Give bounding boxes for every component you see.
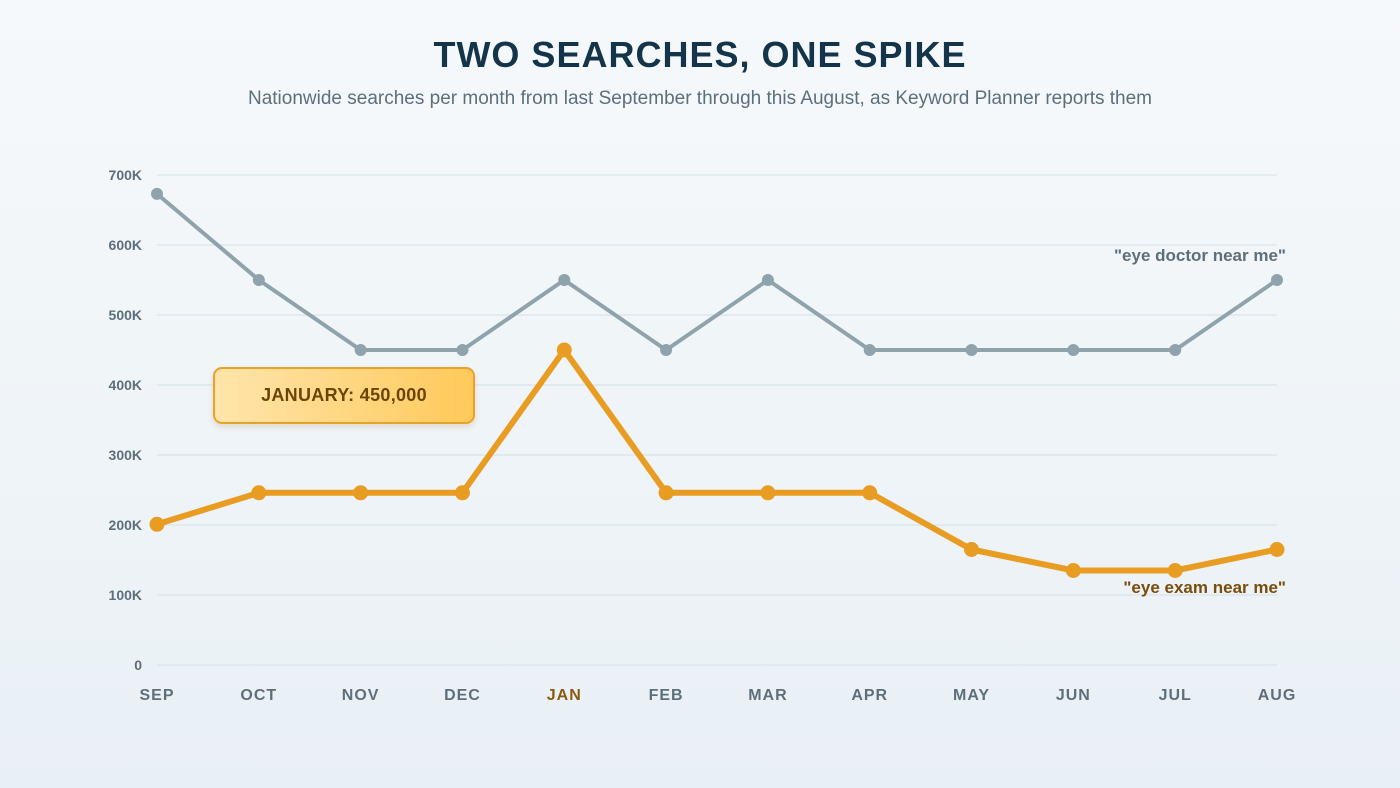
- x-tick-label: MAR: [748, 687, 787, 704]
- data-point: [1067, 344, 1080, 356]
- x-tick-label: APR: [851, 687, 888, 704]
- data-point: [964, 542, 980, 557]
- series-eye-doctor: [151, 187, 1283, 356]
- data-point: [149, 516, 165, 532]
- series-eye-exam: [149, 342, 1285, 578]
- series-lines: [149, 187, 1285, 578]
- x-tick-label: JAN: [547, 687, 582, 704]
- y-tick-label: 100K: [109, 587, 142, 603]
- x-axis-ticks: SEP OCT NOV DEC JAN FEB MAR APR MAY JUN JUL AUG: [139, 687, 1297, 704]
- data-point: [1169, 344, 1182, 356]
- y-tick-label: 300K: [109, 447, 142, 463]
- series-label-eye-doctor: "eye doctor near me": [1114, 246, 1286, 265]
- y-tick-label: 500K: [109, 307, 142, 323]
- data-point: [354, 344, 367, 356]
- data-point: [558, 274, 571, 286]
- data-point: [151, 187, 163, 200]
- data-point: [252, 274, 265, 286]
- y-axis-ticks: 0 100K 200K 300K 400K 500K 600K 700K: [109, 167, 143, 673]
- chart-title: TWO SEARCHES, ONE SPIKE: [433, 34, 967, 75]
- data-point: [965, 344, 978, 356]
- data-point: [760, 485, 776, 501]
- x-tick-label: OCT: [240, 687, 277, 704]
- x-tick-label: NOV: [342, 687, 380, 704]
- data-point: [863, 344, 876, 356]
- x-tick-label: DEC: [444, 687, 481, 704]
- x-tick-label: AUG: [1258, 687, 1297, 704]
- series-line: [155, 191, 1279, 352]
- series-line: [154, 347, 1280, 574]
- data-point: [1167, 563, 1183, 578]
- y-tick-label: 200K: [109, 517, 142, 533]
- chart-subtitle: Nationwide searches per month from last …: [247, 88, 1152, 109]
- data-point: [1271, 274, 1283, 286]
- x-tick-label: JUN: [1056, 687, 1091, 704]
- data-point: [556, 342, 572, 358]
- data-point: [251, 485, 267, 501]
- january-callout: JANUARY: 450,000: [213, 367, 475, 424]
- data-point: [353, 485, 369, 501]
- y-tick-label: 700K: [109, 167, 142, 183]
- data-point: [658, 485, 674, 501]
- x-tick-label: SEP: [139, 687, 174, 704]
- x-tick-label: JUL: [1159, 687, 1192, 704]
- data-point: [454, 485, 470, 501]
- data-point: [1065, 563, 1081, 578]
- series-labels: "eye doctor near me" "eye exam near me": [1114, 246, 1286, 597]
- data-point: [456, 344, 469, 356]
- x-tick-label: MAY: [953, 687, 990, 704]
- y-tick-label: 400K: [109, 377, 142, 393]
- series-label-eye-exam: "eye exam near me": [1123, 578, 1286, 597]
- x-tick-label: FEB: [649, 687, 684, 704]
- data-point: [1269, 542, 1285, 557]
- data-point: [862, 485, 878, 501]
- data-point: [761, 274, 774, 286]
- y-tick-label: 0: [134, 657, 142, 673]
- data-point: [660, 344, 673, 356]
- y-tick-label: 600K: [109, 237, 142, 253]
